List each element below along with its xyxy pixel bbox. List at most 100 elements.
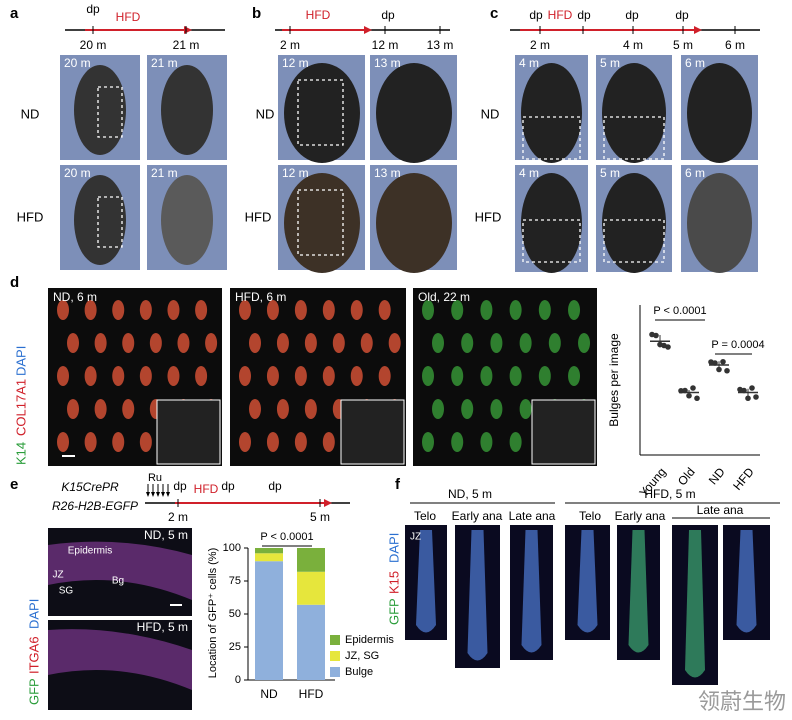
label: DAPI <box>26 599 41 629</box>
follicle <box>332 333 345 353</box>
follicle <box>266 432 279 452</box>
follicle <box>480 300 493 320</box>
follicle <box>249 333 261 353</box>
roi-box <box>97 86 123 138</box>
label: GFP <box>386 598 401 625</box>
label: 6 m <box>685 56 705 70</box>
label: Late ana <box>697 503 744 517</box>
mouse <box>161 65 213 155</box>
label: Epidermis <box>345 634 394 646</box>
data-point <box>720 358 726 365</box>
follicle <box>628 530 649 653</box>
label: HFD <box>194 482 219 496</box>
mouse <box>687 63 752 163</box>
label: 12 m <box>372 38 399 52</box>
watermark: 领蔚生物 <box>698 689 786 714</box>
roi-box <box>297 189 344 256</box>
bar-segment <box>297 604 325 680</box>
label: Old, 22 m <box>418 290 470 304</box>
label: Telo <box>414 509 436 523</box>
follicle <box>276 333 289 353</box>
follicle <box>509 300 522 320</box>
follicle <box>509 432 522 452</box>
legend-swatch <box>330 635 340 645</box>
follicle <box>177 333 190 353</box>
follicle <box>451 432 464 452</box>
label: HFD, 5 m <box>137 620 188 634</box>
label: 20 m <box>64 166 91 180</box>
label: HFD <box>116 10 141 24</box>
label: 5 m <box>310 510 330 524</box>
roi-box <box>603 116 665 160</box>
label: ND <box>706 465 728 488</box>
label: ND, 6 m <box>53 290 97 304</box>
label: c <box>490 5 498 22</box>
label: 12 m <box>282 56 309 70</box>
follicle <box>167 366 180 386</box>
follicle <box>57 300 69 320</box>
data-point <box>653 332 659 339</box>
mouse <box>284 173 360 273</box>
follicle <box>519 399 532 419</box>
label: e <box>10 476 18 493</box>
inset <box>156 399 221 465</box>
follicle <box>149 333 162 353</box>
arrow-head <box>146 492 150 497</box>
follicle <box>350 300 363 320</box>
follicle <box>276 399 289 419</box>
label: 2 m <box>280 38 300 52</box>
follicle <box>112 366 125 386</box>
label: f <box>395 476 401 493</box>
data-point <box>724 367 730 374</box>
follicle <box>94 333 107 353</box>
label: 20 m <box>64 56 91 70</box>
follicle <box>322 300 335 320</box>
follicle <box>139 366 152 386</box>
bar-segment <box>297 571 325 605</box>
follicle <box>304 333 317 353</box>
follicle <box>422 366 434 386</box>
arrow-head <box>151 492 155 497</box>
label: 4 m <box>519 56 539 70</box>
follicle <box>548 333 561 353</box>
bar-segment <box>297 548 325 572</box>
follicle <box>249 399 261 419</box>
follicle <box>568 366 581 386</box>
label: dp <box>529 8 543 22</box>
follicle <box>112 300 125 320</box>
follicle <box>139 432 152 452</box>
follicle <box>578 333 591 353</box>
label: ND, 5 m <box>144 528 188 542</box>
tissue <box>48 541 192 600</box>
data-point <box>665 344 671 350</box>
bar-segment <box>255 561 283 680</box>
label: 5 m <box>600 166 620 180</box>
label: 6 m <box>725 38 745 52</box>
roi-box <box>522 116 581 160</box>
label: K15 <box>386 571 401 594</box>
follicle <box>112 432 125 452</box>
follicle <box>360 333 373 353</box>
follicle <box>736 530 757 633</box>
follicle <box>577 530 598 633</box>
data-point <box>745 395 751 402</box>
data-point <box>749 385 755 391</box>
label: dp <box>173 479 187 493</box>
label: 100 <box>223 542 241 554</box>
arrow-head <box>184 26 192 34</box>
label: 21 m <box>151 56 178 70</box>
roi-box <box>603 219 665 263</box>
label: 13 m <box>374 166 401 180</box>
label: K15CrePR <box>61 480 119 494</box>
label: dp <box>381 8 395 22</box>
roi-box <box>297 79 344 146</box>
follicle <box>266 300 279 320</box>
bar-segment <box>255 548 283 554</box>
label: P < 0.0001 <box>653 305 706 317</box>
data-point <box>694 395 700 402</box>
label: Bulge <box>345 666 373 678</box>
label: ITGA6 <box>26 636 41 674</box>
label: Bulges per image <box>607 333 621 427</box>
label: ND <box>256 106 275 121</box>
label: 25 <box>229 641 241 653</box>
